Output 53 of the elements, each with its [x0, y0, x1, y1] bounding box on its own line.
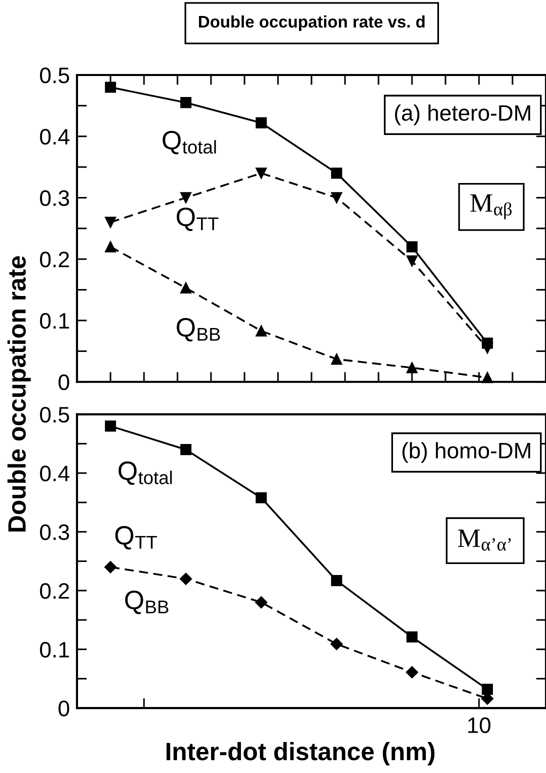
point — [256, 168, 267, 179]
annotation: Q$_{total}$ — [162, 130, 216, 154]
y-tick-label: 0.2 — [40, 252, 69, 268]
point — [406, 241, 418, 252]
x-axis-title: Inter-dot distance (nm) — [166, 742, 434, 766]
point — [104, 216, 116, 228]
point — [256, 325, 267, 336]
y-tick-label: 0.4 — [40, 466, 70, 482]
point — [406, 666, 418, 678]
point — [482, 684, 493, 695]
text: 10 — [468, 717, 490, 734]
point — [406, 631, 418, 643]
point — [180, 572, 192, 585]
point — [104, 241, 116, 252]
point — [180, 192, 192, 204]
annotation: Q$_{BB}$ — [125, 590, 168, 614]
annotation: M$_{αβ}$ — [470, 194, 512, 220]
y-tick-label: 0 — [58, 700, 70, 716]
annotation: (a) hetero-DM — [395, 104, 530, 126]
y-tick-label: 0.1 — [40, 642, 69, 658]
y-tick-label: 0.1 — [40, 313, 69, 329]
point — [104, 82, 116, 93]
point — [331, 168, 342, 179]
point — [406, 362, 418, 374]
point — [180, 282, 192, 294]
y-tick-label: 0.3 — [40, 524, 70, 540]
point — [104, 560, 117, 574]
annotation: Q$_{TT}$ — [176, 208, 218, 231]
point — [180, 444, 192, 456]
point — [104, 420, 116, 432]
annotation: Q$_{total}$ — [118, 461, 172, 485]
annotation: Q$_{TT}$ — [115, 526, 157, 550]
y-tick-label: 0.4 — [40, 128, 70, 145]
annotation: M$_{α’α’}$ — [458, 530, 511, 551]
point — [331, 192, 342, 204]
y-tick-label: 0.5 — [40, 68, 70, 84]
point — [406, 255, 418, 267]
point — [256, 117, 267, 128]
y-tick-label: 0.5 — [40, 406, 70, 423]
y-tick-label: 0.2 — [40, 583, 69, 599]
point — [256, 492, 267, 504]
annotation: (b) homo-DM — [402, 442, 530, 463]
point — [330, 638, 343, 650]
y-tick-label: 0 — [58, 374, 70, 390]
point — [482, 342, 493, 354]
point — [331, 575, 342, 586]
chart-title: Double occupation rate vs. d — [198, 15, 425, 31]
y-axis-title: Double occupation rate — [7, 256, 31, 532]
y-tick-label: 0.3 — [40, 190, 70, 206]
point — [255, 596, 268, 608]
annotation: Q$_{BB}$ — [176, 318, 220, 342]
point — [331, 354, 342, 365]
point — [180, 97, 192, 108]
